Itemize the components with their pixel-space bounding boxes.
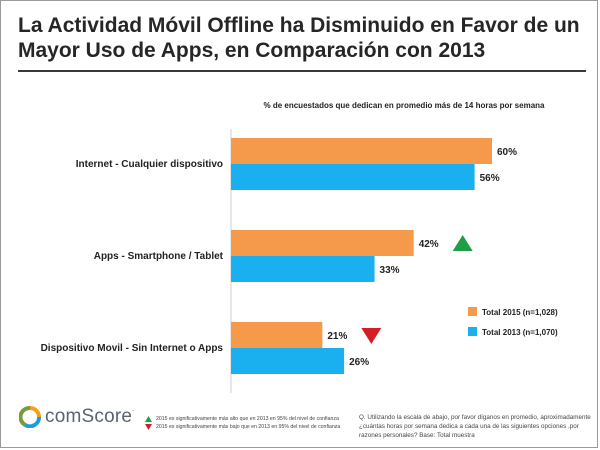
logo-wordmark: comScore. <box>45 406 135 427</box>
survey-question: Q. Utilizando la escala de abajo, por fa… <box>359 414 591 439</box>
significance-down-marker <box>361 328 382 344</box>
category-label: Internet - Cualquier dispositivo <box>76 159 223 170</box>
comscore-logo-icon <box>19 406 41 428</box>
category-label: Dispositivo Movil - Sin Internet o Apps <box>41 343 224 354</box>
note-down: 2015 es significativamente más bajo que … <box>145 423 355 431</box>
comscore-logo: comScore. <box>19 405 134 429</box>
bar-2015 <box>231 138 492 164</box>
bar-2013 <box>231 348 345 374</box>
bar-2015 <box>231 230 414 256</box>
note-up: 2015 es significativamente más alto que … <box>145 415 355 423</box>
data-label: 33% <box>380 265 400 276</box>
triangle-down-icon <box>145 424 152 430</box>
bar-2013 <box>231 164 475 190</box>
bar-chart: Internet - Cualquier dispositivo 60% 56% Ap… <box>41 129 558 393</box>
data-label: 56% <box>480 173 500 184</box>
legend-swatch <box>468 327 477 336</box>
legend-label: Total 2013 (n=1,070) <box>482 328 558 337</box>
legend-label: Total 2015 (n=1,028) <box>482 308 558 317</box>
bar-2015 <box>231 322 323 348</box>
title-divider <box>18 70 586 72</box>
data-label: 60% <box>497 147 517 158</box>
triangle-up-icon <box>145 416 152 422</box>
chart-subtitle: % de encuestados que dedican en promedio… <box>263 101 545 110</box>
significance-up-marker <box>452 235 473 251</box>
data-label: 21% <box>327 331 347 342</box>
data-label: 26% <box>349 357 369 368</box>
bar-2013 <box>231 256 375 282</box>
page-title: La Actividad Móvil Offline ha Disminuido… <box>18 14 580 62</box>
category-label: Apps - Smartphone / Tablet <box>94 251 224 262</box>
data-label: 42% <box>419 239 439 250</box>
significance-notes: 2015 es significativamente más alto que … <box>145 415 355 431</box>
legend-swatch <box>468 307 477 316</box>
